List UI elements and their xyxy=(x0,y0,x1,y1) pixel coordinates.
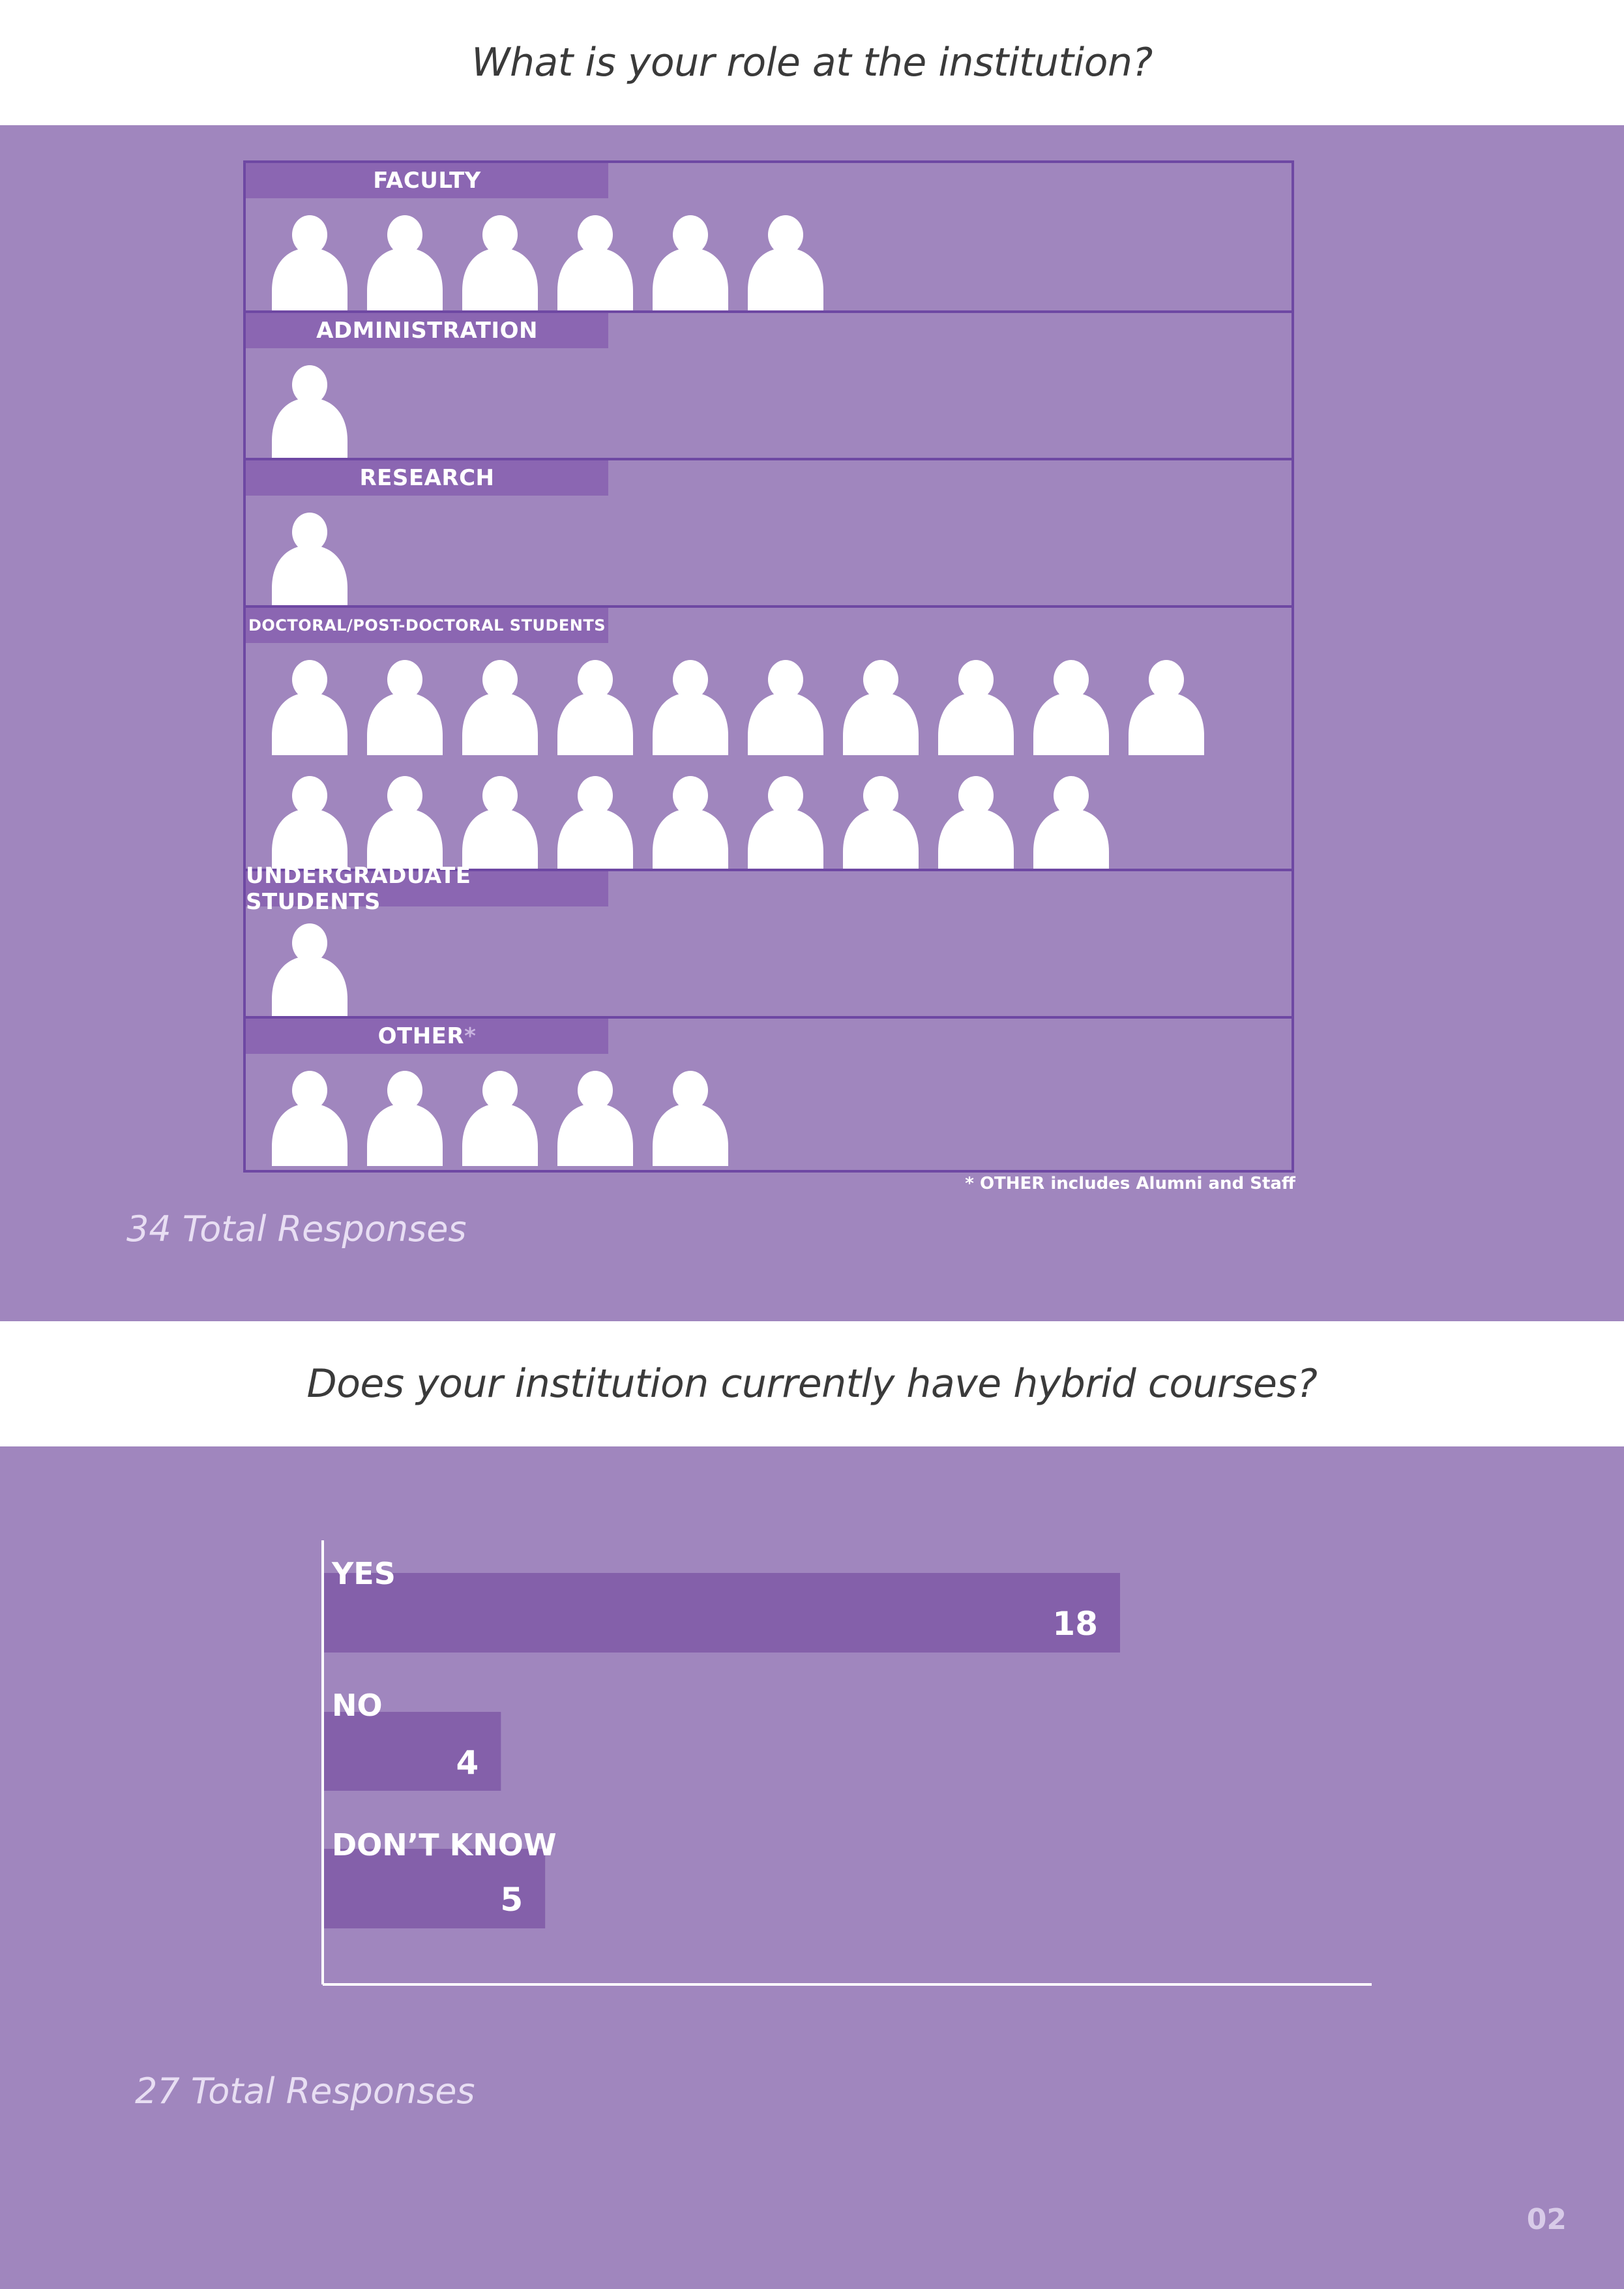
person-icon xyxy=(557,214,633,310)
person-icon xyxy=(938,775,1014,871)
person-icon xyxy=(748,659,823,755)
page-number: 02 xyxy=(1526,2203,1567,2236)
role-label-administration: ADMINISTRATION xyxy=(246,313,608,348)
bar-category-no: NO xyxy=(332,1688,383,1723)
person-icon xyxy=(462,1070,538,1166)
person-icon xyxy=(653,1070,728,1166)
role-pictogram-chart: FACULTY ADMINISTRATION RESEARCH DOCTORAL/PO… xyxy=(243,160,1294,1173)
person-icon xyxy=(272,1070,347,1166)
person-icon xyxy=(462,214,538,310)
question-header-role: What is your role at the institution? xyxy=(0,0,1624,125)
bar-category-don-t-know: DON’T KNOW xyxy=(332,1827,557,1863)
person-icon xyxy=(367,775,443,871)
bar-value-don-t-know: 5 xyxy=(500,1881,524,1919)
bar-yes xyxy=(324,1573,1120,1653)
role-row-undergraduate-students: UNDERGRADUATE STUDENTS xyxy=(246,863,1292,1019)
question-header-hybrid: Does your institution currently have hyb… xyxy=(0,1321,1624,1446)
question-title-role: What is your role at the institution? xyxy=(471,40,1153,85)
person-icon xyxy=(1033,659,1109,755)
role-row-administration: ADMINISTRATION xyxy=(246,310,1292,460)
bar-value-yes: 18 xyxy=(1052,1605,1098,1643)
person-icon xyxy=(272,511,347,608)
bar-category-yes: YES xyxy=(332,1556,396,1591)
other-footnote: * OTHER includes Alumni and Staff xyxy=(965,1174,1295,1193)
person-icon xyxy=(1033,775,1109,871)
role-row-research: RESEARCH xyxy=(246,458,1292,608)
person-icon xyxy=(272,214,347,310)
person-icon xyxy=(272,364,347,460)
person-icon xyxy=(367,659,443,755)
person-icon xyxy=(272,775,347,871)
person-icon xyxy=(272,659,347,755)
person-icon xyxy=(557,1070,633,1166)
total-responses-role: 34 Total Responses xyxy=(126,1208,467,1249)
person-icon xyxy=(557,775,633,871)
role-label-doctoral-post-doctoral-students: DOCTORAL/POST-DOCTORAL STUDENTS xyxy=(246,608,608,643)
role-row-faculty: FACULTY xyxy=(246,163,1292,310)
role-row-other: OTHER * xyxy=(246,1016,1292,1166)
bar-value-no: 4 xyxy=(456,1743,479,1782)
role-label-undergraduate-students: UNDERGRADUATE STUDENTS xyxy=(246,863,608,915)
person-icon xyxy=(367,1070,443,1166)
person-icon xyxy=(843,775,919,871)
person-icon xyxy=(462,659,538,755)
role-label-faculty: FACULTY xyxy=(246,163,608,198)
total-responses-hybrid: 27 Total Responses xyxy=(135,2071,475,2112)
role-label-research: RESEARCH xyxy=(246,460,608,496)
question-title-hybrid: Does your institution currently have hyb… xyxy=(306,1361,1318,1407)
person-icon xyxy=(653,659,728,755)
role-label-other: OTHER * xyxy=(246,1019,608,1054)
person-icon xyxy=(843,659,919,755)
person-icon xyxy=(272,922,347,1019)
person-icon xyxy=(367,214,443,310)
person-icon xyxy=(1129,659,1204,755)
person-icon xyxy=(462,775,538,871)
person-icon xyxy=(748,214,823,310)
person-icon xyxy=(653,775,728,871)
role-row-doctoral-post-doctoral-students: DOCTORAL/POST-DOCTORAL STUDENTS xyxy=(246,605,1292,871)
person-icon xyxy=(653,214,728,310)
person-icon xyxy=(748,775,823,871)
person-icon xyxy=(557,659,633,755)
person-icon xyxy=(938,659,1014,755)
